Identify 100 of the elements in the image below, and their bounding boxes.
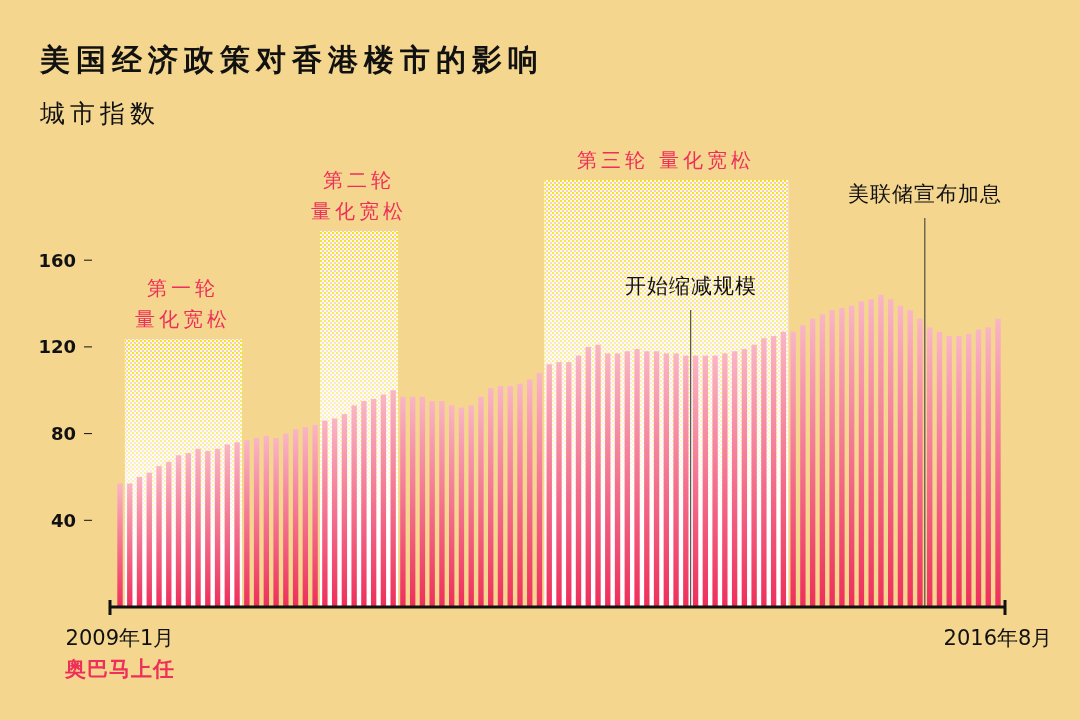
bar — [244, 440, 250, 607]
bar — [458, 407, 465, 607]
bar — [712, 355, 718, 607]
y-tick-label: 160 — [38, 249, 76, 271]
annotation: 开始缩减规模 — [624, 274, 757, 298]
bar — [419, 396, 426, 607]
bar — [205, 450, 211, 607]
bar — [370, 398, 377, 607]
bar — [341, 414, 348, 607]
text: 第二轮量化宽松 — [311, 168, 408, 223]
bar — [936, 331, 943, 607]
bar — [253, 437, 260, 607]
bar — [663, 353, 669, 607]
bar — [966, 333, 972, 607]
bar — [146, 472, 152, 607]
bar — [858, 301, 865, 607]
bar — [556, 362, 562, 607]
bar — [761, 338, 767, 607]
bar — [731, 351, 738, 607]
bar — [819, 314, 826, 607]
bar — [292, 429, 299, 607]
bar — [312, 424, 318, 607]
bar — [488, 388, 494, 607]
annotation: 第一轮量化宽松 — [135, 276, 232, 331]
bar — [595, 344, 601, 607]
bar — [400, 396, 406, 607]
bar — [575, 355, 582, 607]
bar — [692, 355, 699, 607]
bar — [127, 483, 133, 607]
bar — [946, 336, 952, 607]
bar — [683, 355, 689, 607]
bar — [614, 353, 621, 607]
bar — [722, 353, 728, 607]
bar — [634, 349, 640, 607]
bar — [605, 353, 611, 607]
bar — [702, 355, 709, 607]
bar — [673, 353, 679, 607]
bar — [136, 476, 143, 607]
bar — [331, 418, 338, 607]
bar — [263, 435, 270, 607]
bar — [985, 327, 991, 607]
bar — [449, 405, 455, 607]
bar — [751, 344, 757, 607]
bar — [585, 346, 591, 607]
bar — [273, 437, 279, 607]
bar — [848, 305, 855, 607]
bar — [995, 318, 1001, 607]
bar — [224, 444, 230, 607]
bar — [517, 383, 523, 607]
bar — [429, 401, 435, 607]
bar — [351, 405, 357, 607]
bar — [800, 325, 806, 607]
bar — [907, 310, 913, 607]
x-tick-label: 2016年8月 — [943, 626, 1053, 650]
bar — [175, 455, 182, 607]
bar — [156, 466, 162, 607]
bar — [117, 483, 123, 607]
bar — [809, 318, 816, 607]
chart-title: 美国经济政策对香港楼市的影响 — [39, 42, 544, 77]
y-tick-label: 40 — [50, 509, 76, 531]
text: 美联储宣布加息 — [847, 182, 1002, 206]
chart-subtitle: 城市指数 — [39, 99, 160, 128]
bar — [507, 385, 513, 607]
text: 第三轮 量化宽松 — [577, 148, 756, 172]
bar — [195, 448, 201, 607]
bar — [214, 448, 221, 607]
bar — [468, 405, 474, 607]
bar — [439, 401, 445, 607]
bar — [234, 442, 240, 607]
bar — [166, 461, 172, 607]
bar — [956, 336, 962, 607]
bar — [888, 299, 894, 607]
bar — [644, 351, 650, 607]
x-tick-label: 2009年1月 — [65, 626, 175, 650]
bar — [527, 379, 533, 607]
bar — [409, 396, 416, 607]
bar — [283, 433, 289, 607]
bar — [975, 329, 982, 607]
bar — [917, 318, 923, 607]
bar — [624, 351, 630, 607]
bar — [878, 294, 884, 607]
bar — [927, 327, 933, 607]
bar — [897, 305, 904, 607]
bar — [741, 349, 748, 607]
bar — [790, 331, 796, 607]
bar — [780, 331, 787, 607]
bar — [653, 351, 660, 607]
bar — [546, 364, 552, 607]
bar — [478, 396, 484, 607]
bar — [770, 336, 777, 607]
bar — [380, 394, 387, 607]
bar — [322, 420, 328, 607]
bar — [829, 310, 835, 607]
bar — [497, 385, 504, 607]
bar — [868, 299, 874, 607]
bar — [302, 427, 309, 607]
bar — [536, 372, 543, 607]
bar — [185, 453, 191, 607]
text: 奥巴马上任 — [64, 657, 175, 681]
bar — [566, 362, 572, 607]
